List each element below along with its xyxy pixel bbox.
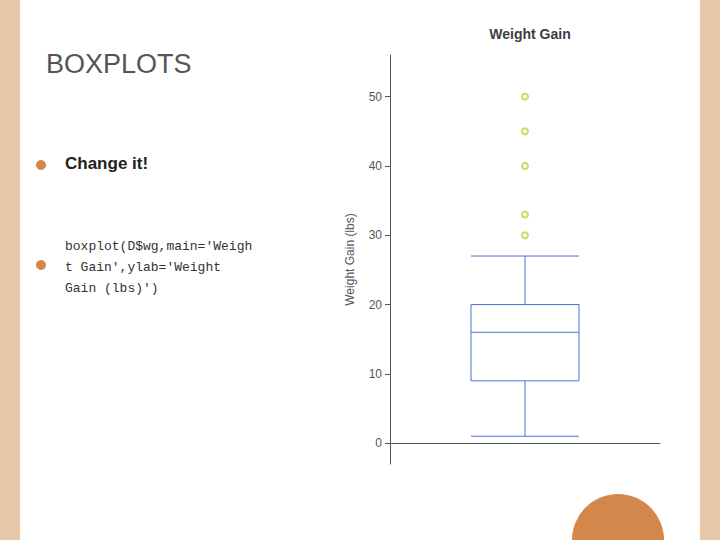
svg-text:10: 10 [369,367,383,381]
svg-text:BOXPLOTS: BOXPLOTS [46,49,192,79]
svg-text:0: 0 [375,436,382,450]
svg-text:30: 30 [369,228,383,242]
svg-text:Gain (lbs)'): Gain (lbs)') [65,281,159,296]
svg-text:20: 20 [369,298,383,312]
svg-text:boxplot(D$wg,main='Weigh: boxplot(D$wg,main='Weigh [65,239,252,254]
svg-text:Weight Gain: Weight Gain [489,26,570,42]
svg-text:Change it!: Change it! [65,154,148,173]
svg-text:Weight Gain (lbs): Weight Gain (lbs) [343,213,357,305]
svg-text:t Gain',ylab='Weight: t Gain',ylab='Weight [65,260,221,275]
svg-text:40: 40 [369,159,383,173]
svg-text:50: 50 [369,90,383,104]
